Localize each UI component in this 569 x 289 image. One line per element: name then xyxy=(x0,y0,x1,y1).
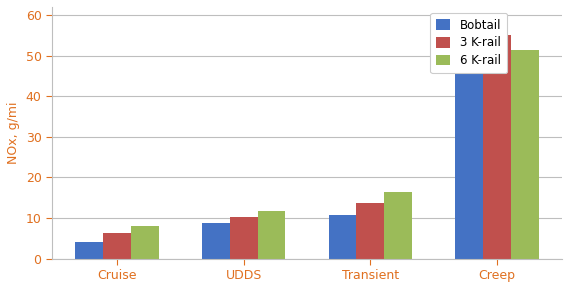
Bar xyxy=(384,192,412,259)
Bar xyxy=(131,226,159,259)
Legend: Bobtail, 3 K-rail, 6 K-rail: Bobtail, 3 K-rail, 6 K-rail xyxy=(430,13,507,73)
Bar xyxy=(356,203,384,259)
Bar xyxy=(258,211,286,259)
Bar xyxy=(455,20,483,259)
Bar xyxy=(328,215,356,259)
Bar xyxy=(202,223,230,259)
Bar xyxy=(75,242,103,259)
Bar xyxy=(230,217,258,259)
Bar xyxy=(483,35,511,259)
Bar xyxy=(103,234,131,259)
Bar xyxy=(511,50,539,259)
Y-axis label: NOx, g/mi: NOx, g/mi xyxy=(7,101,20,164)
